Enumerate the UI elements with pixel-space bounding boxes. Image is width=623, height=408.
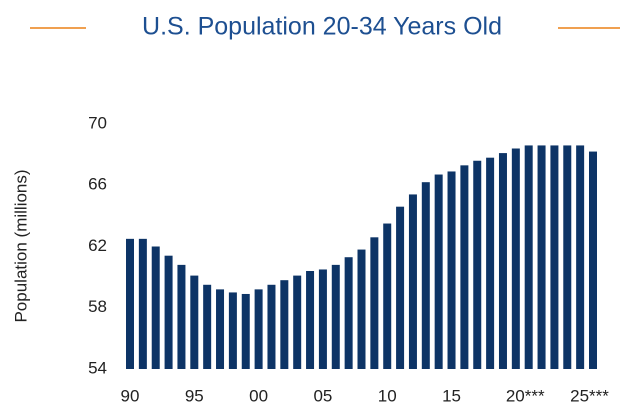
bar bbox=[563, 145, 572, 369]
bar bbox=[357, 249, 366, 369]
bar bbox=[550, 145, 559, 369]
bar bbox=[460, 165, 469, 369]
y-tick-label: 54 bbox=[88, 358, 107, 377]
bar bbox=[280, 280, 289, 369]
bar bbox=[177, 264, 186, 369]
bar bbox=[447, 171, 456, 369]
chart-title: U.S. Population 20-34 Years Old bbox=[142, 13, 502, 41]
bar bbox=[267, 284, 276, 369]
bar bbox=[216, 289, 225, 369]
bar bbox=[383, 223, 392, 369]
x-tick-label: 15 bbox=[442, 386, 461, 405]
bar bbox=[486, 157, 495, 369]
x-tick-label: 05 bbox=[313, 386, 332, 405]
bar bbox=[421, 182, 430, 369]
x-tick-label: 00 bbox=[249, 386, 268, 405]
bar bbox=[254, 289, 263, 369]
y-axis-label: Population (millions) bbox=[11, 169, 30, 322]
bar bbox=[511, 148, 520, 369]
bar bbox=[344, 257, 353, 369]
bar bbox=[293, 275, 302, 369]
bar bbox=[138, 238, 147, 369]
bar bbox=[370, 237, 379, 369]
y-tick-label: 62 bbox=[88, 236, 107, 255]
y-tick-label: 66 bbox=[88, 175, 107, 194]
x-tick-label: 25*** bbox=[570, 386, 609, 405]
bar bbox=[408, 194, 417, 369]
x-tick-label: 90 bbox=[121, 386, 140, 405]
bar bbox=[203, 284, 212, 369]
bar bbox=[151, 246, 160, 369]
bar bbox=[228, 292, 237, 369]
bar bbox=[524, 145, 533, 369]
y-tick-label: 58 bbox=[88, 297, 107, 316]
bar bbox=[589, 151, 597, 369]
bar bbox=[498, 153, 507, 369]
x-tick-label: 20*** bbox=[506, 386, 545, 405]
x-tick-label: 95 bbox=[185, 386, 204, 405]
bar bbox=[434, 174, 443, 369]
bar bbox=[396, 206, 405, 369]
bar bbox=[576, 145, 585, 369]
bar bbox=[306, 271, 315, 369]
bar bbox=[164, 255, 173, 369]
x-tick-label: 10 bbox=[378, 386, 397, 405]
bar bbox=[126, 238, 134, 369]
bar bbox=[537, 145, 546, 369]
bar bbox=[241, 293, 250, 369]
y-tick-label: 70 bbox=[88, 113, 107, 132]
bar bbox=[318, 269, 327, 369]
bar bbox=[190, 275, 199, 369]
bar bbox=[331, 264, 340, 369]
bar bbox=[473, 160, 482, 369]
